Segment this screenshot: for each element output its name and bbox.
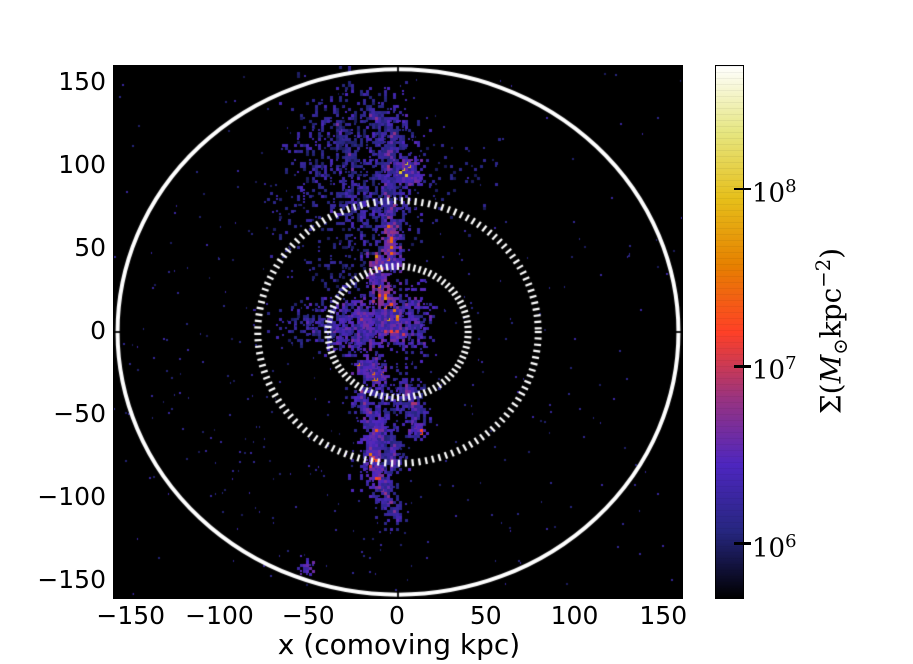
x-tick-label: 0 — [389, 601, 405, 630]
x-tick-label: 50 — [469, 601, 502, 630]
y-tick-label: 50 — [74, 232, 106, 262]
colorbar-tick-mark — [734, 364, 751, 368]
colorbar-tick-label: 106 — [752, 530, 797, 564]
plot-area — [113, 65, 683, 599]
y-tick-label: −150 — [37, 565, 106, 595]
x-tick-label: 100 — [550, 601, 599, 630]
y-tick-label: −50 — [53, 399, 106, 429]
x-tick-label: −150 — [96, 601, 166, 630]
colorbar-tick-mark — [734, 187, 751, 191]
colorbar-striation-overlay — [716, 66, 743, 598]
x-tick-label: 150 — [639, 601, 688, 630]
colorbar-tick-mark — [734, 542, 751, 545]
colorbar-gradient — [715, 65, 744, 599]
colorbar-label-exponent: −2 — [812, 258, 836, 288]
density-map-canvas — [114, 66, 682, 598]
x-axis-label: x (comoving kpc) — [277, 628, 521, 661]
colorbar-label-mass-symbol: M — [814, 354, 848, 384]
y-tick-label: 150 — [58, 66, 106, 96]
colorbar-tick-label: 108 — [752, 175, 797, 209]
colorbar-label-prefix: Σ( — [814, 383, 848, 415]
sun-symbol: ⊙ — [828, 338, 852, 355]
x-tick-label: −50 — [281, 601, 335, 630]
x-tick-label: −100 — [185, 601, 254, 630]
colorbar-label-suffix: ) — [814, 247, 848, 259]
colorbar-axis-label: Σ(M⊙kpc−2) — [812, 248, 852, 414]
colorbar-label-unit: kpc — [814, 287, 848, 339]
y-tick-label: 100 — [58, 149, 106, 179]
colorbar-tick-label: 107 — [752, 353, 797, 386]
y-tick-label: −100 — [37, 482, 106, 512]
y-tick-label: 0 — [90, 316, 106, 345]
